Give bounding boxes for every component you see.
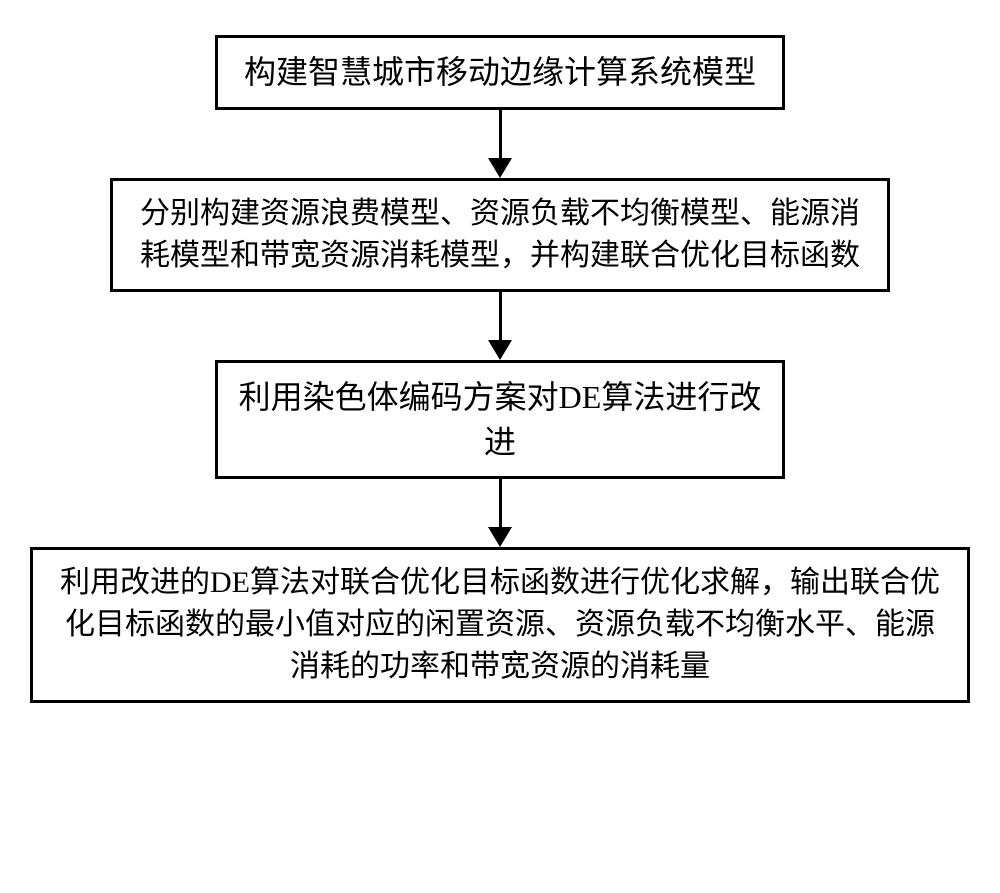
flow-arrow-2 bbox=[488, 292, 512, 360]
flow-node-1: 构建智慧城市移动边缘计算系统模型 bbox=[215, 35, 785, 110]
flow-arrow-1 bbox=[488, 110, 512, 178]
arrow-head-icon bbox=[488, 158, 512, 178]
flow-node-1-text: 构建智慧城市移动边缘计算系统模型 bbox=[244, 50, 756, 95]
flow-node-3: 利用染色体编码方案对DE算法进行改进 bbox=[215, 360, 785, 480]
flow-node-3-text: 利用染色体编码方案对DE算法进行改进 bbox=[236, 375, 764, 465]
flow-node-4-text: 利用改进的DE算法对联合优化目标函数进行优化求解，输出联合优化目标函数的最小值对… bbox=[51, 562, 949, 688]
arrow-line bbox=[499, 110, 502, 158]
flow-node-2-text: 分别构建资源浪费模型、资源负载不均衡模型、能源消耗模型和带宽资源消耗模型，并构建… bbox=[131, 193, 869, 277]
arrow-head-icon bbox=[488, 340, 512, 360]
arrow-line bbox=[499, 292, 502, 340]
arrow-head-icon bbox=[488, 527, 512, 547]
flow-node-4: 利用改进的DE算法对联合优化目标函数进行优化求解，输出联合优化目标函数的最小值对… bbox=[30, 547, 970, 703]
flow-arrow-3 bbox=[488, 479, 512, 547]
arrow-line bbox=[499, 479, 502, 527]
flow-node-2: 分别构建资源浪费模型、资源负载不均衡模型、能源消耗模型和带宽资源消耗模型，并构建… bbox=[110, 178, 890, 292]
